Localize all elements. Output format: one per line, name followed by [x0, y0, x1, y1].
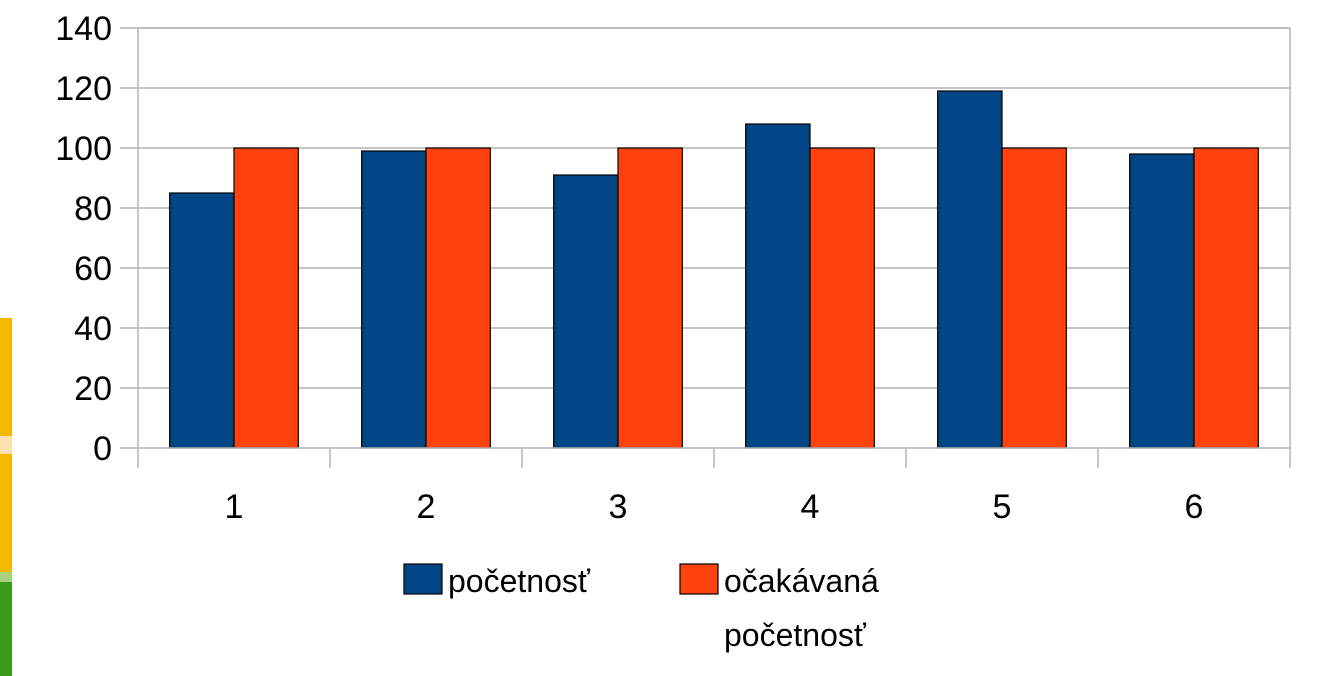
- bar-series1-cat4: [745, 123, 811, 449]
- bar-series2-cat3: [617, 147, 683, 449]
- legend: početnosť očakávaná početnosť: [403, 563, 879, 653]
- x-tick-label: 1: [225, 488, 244, 526]
- y-tick-label: 80: [74, 190, 112, 228]
- bar-series2-cat6: [1193, 147, 1259, 449]
- bars: [169, 90, 1259, 449]
- x-tick-label: 2: [417, 488, 436, 526]
- legend-label-series2: početnosť: [724, 617, 867, 653]
- y-tick-label: 60: [74, 250, 112, 288]
- y-tick-label: 140: [55, 10, 112, 48]
- x-tick-label: 3: [609, 488, 628, 526]
- y-tick-label: 120: [55, 70, 112, 108]
- legend-swatch-series2: [679, 563, 719, 595]
- x-tick-label: 4: [801, 488, 820, 526]
- x-tick-label: 5: [993, 488, 1012, 526]
- bar-series2-cat1: [233, 147, 299, 449]
- bar-series1-cat5: [937, 90, 1003, 449]
- y-tick-labels: 0 20 40 60 80 100 120 140: [55, 10, 112, 468]
- bar-series1-cat6: [1129, 153, 1195, 449]
- legend-label-series1: početnosť: [448, 563, 591, 599]
- bar-series1-cat2: [361, 150, 427, 449]
- bar-series1-cat3: [553, 174, 619, 449]
- grid-lines: [138, 27, 1290, 389]
- x-tick-labels: 1 2 3 4 5 6: [225, 488, 1204, 526]
- axes: [120, 27, 1291, 468]
- bar-series2-cat2: [425, 147, 491, 449]
- bar-series1-cat1: [169, 192, 235, 449]
- slide-background-decoration: [0, 318, 12, 676]
- y-tick-label: 20: [74, 370, 112, 408]
- bar-series2-cat4: [809, 147, 875, 449]
- y-tick-label: 100: [55, 130, 112, 168]
- y-tick-label: 0: [93, 430, 112, 468]
- y-tick-label: 40: [74, 310, 112, 348]
- bar-series2-cat5: [1001, 147, 1067, 449]
- legend-swatch-series1: [403, 563, 443, 595]
- legend-label-series2: očakávaná: [724, 563, 879, 599]
- x-tick-label: 6: [1185, 488, 1204, 526]
